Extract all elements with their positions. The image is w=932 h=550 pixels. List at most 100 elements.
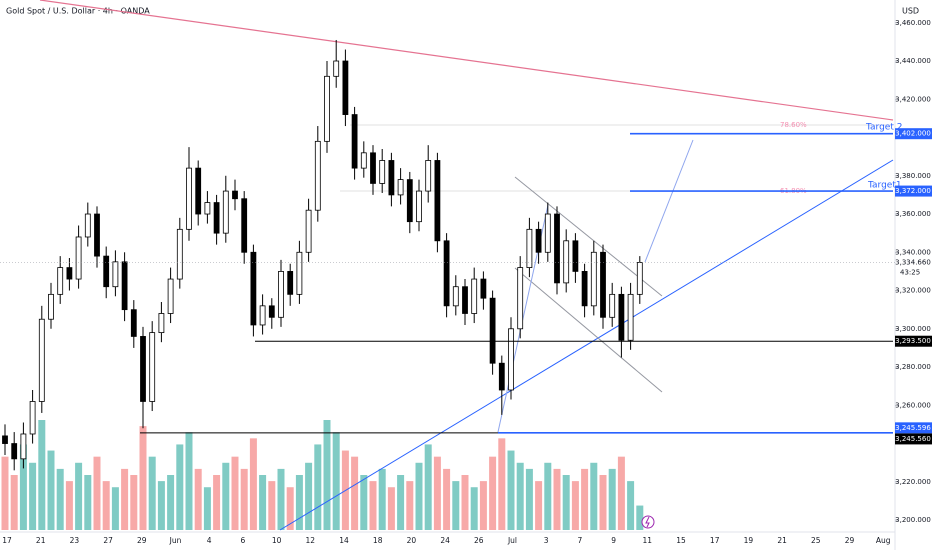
volume-bar bbox=[461, 475, 469, 530]
volume-bar bbox=[516, 462, 524, 530]
candle-body bbox=[544, 213, 551, 253]
candle-body bbox=[84, 213, 91, 238]
candle-body bbox=[572, 240, 579, 272]
x-tick-label: Jun bbox=[169, 536, 182, 545]
candle-body bbox=[388, 160, 395, 196]
target-label: Target1 bbox=[867, 181, 902, 191]
volume-bar bbox=[268, 481, 276, 530]
candle-body bbox=[29, 401, 36, 435]
last-price-label: 3,334.660 bbox=[895, 258, 931, 266]
x-tick-label: 21 bbox=[36, 536, 46, 545]
x-tick-label: 10 bbox=[272, 536, 282, 545]
candle-body bbox=[204, 202, 211, 215]
volume-bar bbox=[608, 468, 616, 530]
candle-body bbox=[360, 152, 367, 169]
y-tick-label: 3,460.000 bbox=[895, 19, 931, 27]
projection-line bbox=[644, 139, 694, 263]
x-tick-label: 4 bbox=[207, 536, 212, 545]
x-tick-label: 27 bbox=[103, 536, 113, 545]
volume-bar bbox=[194, 468, 202, 530]
candle-body bbox=[379, 160, 386, 184]
volume-bar bbox=[323, 420, 331, 530]
level-price-label: 3,372.000 bbox=[895, 187, 931, 195]
candle-body bbox=[425, 160, 432, 192]
resistance-trendline bbox=[39, 0, 894, 121]
level-price-box bbox=[895, 128, 932, 140]
candle-body bbox=[452, 286, 459, 307]
volume-bar bbox=[397, 475, 405, 530]
volume-bar bbox=[295, 475, 303, 530]
x-tick-label: 24 bbox=[440, 536, 450, 545]
candle-body bbox=[443, 240, 450, 307]
channel-line bbox=[514, 267, 663, 393]
candle-body bbox=[11, 443, 18, 460]
candle-body bbox=[517, 267, 524, 330]
volume-bar bbox=[617, 456, 625, 530]
volume-bar bbox=[470, 487, 478, 530]
level-price-box bbox=[895, 433, 932, 445]
volume-bar bbox=[139, 426, 147, 530]
candle-body bbox=[149, 332, 156, 402]
x-tick-label: 25 bbox=[811, 536, 821, 545]
candle-body bbox=[333, 60, 340, 77]
volume-bar bbox=[581, 468, 589, 530]
y-tick-label: 3,380.000 bbox=[895, 172, 931, 180]
countdown: 43:25 bbox=[900, 268, 920, 276]
candle-body bbox=[590, 251, 597, 307]
volume-bar bbox=[351, 456, 359, 530]
candle-body bbox=[213, 202, 220, 234]
volume-bar bbox=[553, 468, 561, 530]
event-icon-bolt bbox=[645, 516, 650, 528]
candle-body bbox=[167, 278, 174, 314]
candle-body bbox=[287, 271, 294, 295]
volume-bar bbox=[286, 487, 294, 530]
candle-body bbox=[370, 152, 376, 184]
candle-body bbox=[489, 297, 496, 364]
volume-bar bbox=[148, 456, 156, 530]
volume-bar bbox=[259, 475, 267, 530]
x-tick-label: 6 bbox=[241, 536, 246, 545]
x-tick-label: 7 bbox=[578, 536, 583, 545]
volume-bar bbox=[121, 468, 129, 530]
level-price-label: 3,245.560 bbox=[895, 435, 931, 443]
event-icon[interactable] bbox=[641, 515, 655, 529]
candle-body bbox=[241, 198, 248, 253]
volume-bar bbox=[38, 420, 46, 530]
candle-body bbox=[2, 435, 8, 444]
candle-body bbox=[618, 293, 625, 341]
candle-body bbox=[600, 251, 606, 318]
x-tick-label: 21 bbox=[777, 536, 787, 545]
volume-bar bbox=[479, 481, 487, 530]
candle-body bbox=[324, 75, 330, 142]
volume-bar bbox=[627, 481, 635, 530]
volume-bar bbox=[19, 444, 27, 530]
y-tick-label: 3,260.000 bbox=[895, 401, 931, 409]
volume-bar bbox=[406, 481, 414, 530]
volume-bar bbox=[29, 462, 37, 530]
candle-body bbox=[20, 433, 27, 460]
x-tick-label: 17 bbox=[2, 536, 12, 545]
candle-body bbox=[250, 251, 257, 326]
volume-bar bbox=[378, 468, 386, 530]
level-price-label: 3,293.500 bbox=[895, 337, 931, 345]
support-trendline bbox=[279, 159, 894, 531]
volume-bar bbox=[277, 468, 285, 530]
y-tick-label: 3,440.000 bbox=[895, 57, 931, 65]
candle-body bbox=[508, 328, 514, 391]
x-tick-label: 12 bbox=[306, 536, 316, 545]
candle-body bbox=[103, 255, 110, 288]
candle-body bbox=[232, 190, 238, 200]
level-price-box bbox=[895, 335, 932, 347]
volume-bar bbox=[369, 481, 377, 530]
y-tick-label: 3,300.000 bbox=[895, 325, 931, 333]
x-tick-label: 26 bbox=[474, 536, 484, 545]
level-price-box bbox=[895, 185, 932, 197]
currency: USD bbox=[902, 7, 919, 16]
y-tick-label: 3,360.000 bbox=[895, 210, 931, 218]
x-tick-label: 19 bbox=[744, 536, 754, 545]
candle-body bbox=[140, 336, 146, 402]
volume-bar bbox=[249, 438, 257, 530]
candle-body bbox=[535, 228, 542, 253]
candle-body bbox=[416, 190, 422, 223]
